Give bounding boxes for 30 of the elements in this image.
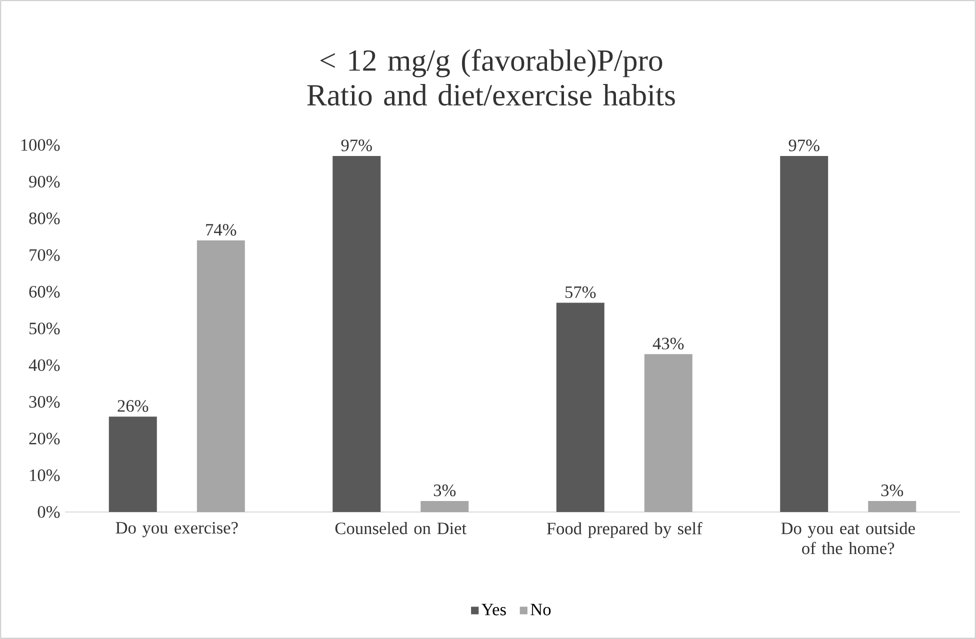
- y-tick-label: 40%: [28, 359, 60, 372]
- bar: [108, 416, 157, 512]
- y-tick-label: 50%: [30, 322, 60, 334]
- y-tick-label: 100%: [21, 139, 60, 151]
- y-tick-label: 20%: [29, 432, 60, 444]
- y-tick-label: 60%: [29, 286, 60, 298]
- data-label: 3%: [881, 484, 904, 496]
- data-label: 74%: [206, 224, 236, 236]
- legend-label: No: [530, 604, 551, 616]
- y-tick-label: 0%: [38, 506, 60, 518]
- data-label: 57%: [565, 286, 596, 298]
- x-tick-label: Counseled on Diet: [335, 522, 466, 534]
- x-tick-label: Do you eat outside of the home?: [781, 522, 915, 554]
- bar: [332, 156, 381, 512]
- y-tick-label: 90%: [29, 176, 60, 188]
- data-label: 97%: [341, 140, 372, 152]
- data-label: 97%: [788, 140, 820, 152]
- y-tick-label: 70%: [30, 249, 60, 261]
- bar: [556, 302, 604, 512]
- chart-title: < 12 mg/g (favorable)P/pro Ratio and diet/exercise habits: [307, 49, 675, 106]
- y-tick-label: 80%: [29, 212, 60, 224]
- y-tick-label: 10%: [30, 469, 60, 482]
- x-tick-label: Do you exercise?: [116, 522, 238, 538]
- bar: [780, 156, 828, 512]
- data-label: 43%: [652, 338, 684, 350]
- y-tick-label: 30%: [29, 396, 60, 408]
- data-label: 3%: [434, 484, 456, 496]
- x-tick-label: Food prepared by self: [546, 522, 702, 538]
- data-label: 26%: [118, 400, 148, 412]
- legend-label: Yes: [481, 604, 506, 616]
